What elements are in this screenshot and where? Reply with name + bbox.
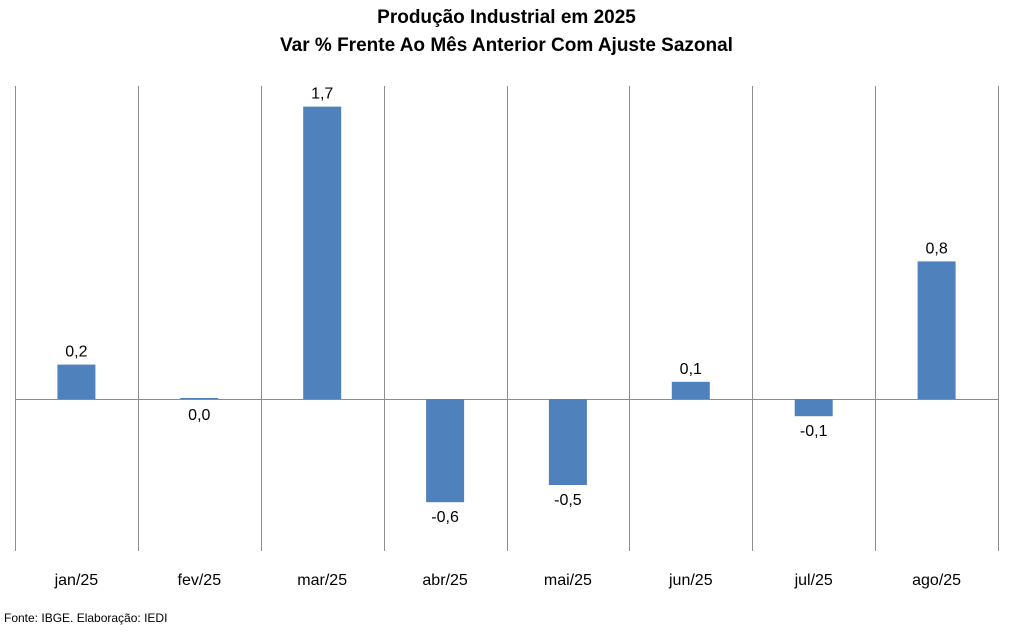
data-label: -0,5 bbox=[554, 492, 582, 509]
chart-title: Produção Industrial em 2025 bbox=[377, 7, 636, 28]
source-note: Fonte: IBGE. Elaboração: IEDI bbox=[4, 611, 168, 625]
x-tick-label: jan/25 bbox=[54, 572, 99, 589]
x-tick-label: jun/25 bbox=[668, 572, 713, 589]
data-label: 1,7 bbox=[311, 86, 333, 103]
data-label: 0,2 bbox=[65, 344, 87, 361]
data-label: -0,1 bbox=[800, 423, 828, 440]
bar-jul-25 bbox=[794, 399, 833, 417]
bar-mar-25 bbox=[303, 106, 342, 399]
bar-mai-25 bbox=[548, 399, 587, 485]
bar-fev-25 bbox=[180, 398, 219, 399]
x-tick-labels: jan/25 fev/25 mar/25 abr/25 mai/25 jun/25 jul/… bbox=[54, 572, 962, 589]
chart-subtitle: Var % Frente Ao Mês Anterior Com Ajuste … bbox=[280, 35, 733, 56]
bar-ago-25 bbox=[917, 261, 956, 399]
data-label: 0,1 bbox=[680, 361, 702, 378]
bars bbox=[57, 106, 956, 503]
x-tick-label: mar/25 bbox=[297, 572, 347, 589]
data-label: -0,6 bbox=[431, 509, 459, 526]
x-tick-label: ago/25 bbox=[912, 572, 961, 589]
x-tick-label: abr/25 bbox=[422, 572, 467, 589]
bar-jun-25 bbox=[671, 381, 710, 399]
bar-abr-25 bbox=[426, 399, 465, 503]
bar-jan-25 bbox=[57, 364, 96, 399]
data-label: 0,8 bbox=[925, 240, 947, 257]
grid-lines bbox=[15, 86, 999, 551]
x-tick-label: jul/25 bbox=[794, 572, 833, 589]
data-label: 0,0 bbox=[188, 407, 210, 424]
x-tick-label: mai/25 bbox=[544, 572, 592, 589]
x-tick-label: fev/25 bbox=[178, 572, 222, 589]
data-labels: 0,2 0,0 1,7 -0,6 -0,5 0,1 -0,1 0,8 bbox=[65, 86, 948, 527]
